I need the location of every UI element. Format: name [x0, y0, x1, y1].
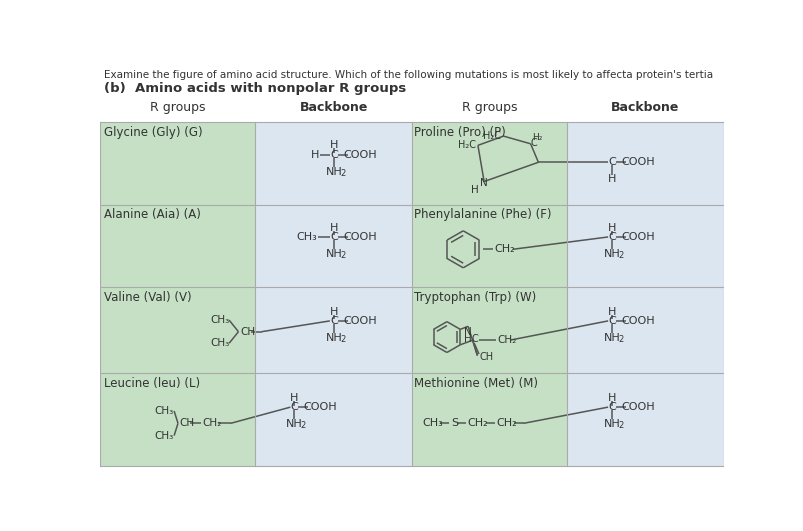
- Text: NH: NH: [603, 419, 620, 429]
- Text: H₂C: H₂C: [483, 131, 500, 141]
- Text: H: H: [329, 307, 337, 316]
- Text: COOH: COOH: [621, 316, 654, 326]
- Text: H: H: [607, 222, 615, 233]
- Text: Examine the figure of amino acid structure. Which of the following mutations is : Examine the figure of amino acid structu…: [104, 70, 711, 80]
- Text: C: C: [329, 150, 337, 160]
- Bar: [566, 122, 723, 204]
- Bar: [255, 204, 412, 287]
- Bar: [412, 122, 566, 204]
- Text: COOH: COOH: [621, 232, 654, 242]
- Text: 2: 2: [340, 251, 344, 260]
- Bar: [255, 287, 412, 373]
- Text: (b)  Amino acids with nonpolar R groups: (b) Amino acids with nonpolar R groups: [104, 82, 406, 95]
- Text: CH₂: CH₂: [467, 418, 488, 429]
- Text: COOH: COOH: [621, 157, 654, 167]
- Bar: [100, 122, 255, 204]
- Text: CH: CH: [240, 327, 255, 337]
- Text: Backbone: Backbone: [610, 101, 679, 114]
- Text: Leucine (leu) (L): Leucine (leu) (L): [104, 377, 199, 390]
- Text: H₂C: H₂C: [457, 140, 475, 150]
- Text: Alanine (Aia) (A): Alanine (Aia) (A): [104, 209, 200, 221]
- Bar: [100, 287, 255, 373]
- Text: CH₂: CH₂: [497, 335, 516, 345]
- Text: N: N: [463, 327, 471, 337]
- Bar: [412, 373, 566, 466]
- Bar: [566, 204, 723, 287]
- Text: COOH: COOH: [343, 316, 377, 326]
- Text: Methionine (Met) (M): Methionine (Met) (M): [414, 377, 538, 390]
- Text: R groups: R groups: [461, 101, 516, 114]
- Text: H: H: [311, 150, 319, 160]
- Text: Tryptophan (Trp) (W): Tryptophan (Trp) (W): [414, 291, 536, 304]
- Text: C: C: [607, 316, 615, 326]
- Text: CH: CH: [179, 418, 194, 429]
- Text: CH₃: CH₃: [155, 431, 174, 441]
- Text: H: H: [471, 185, 478, 195]
- Bar: [412, 287, 566, 373]
- Bar: [255, 373, 412, 466]
- Text: NH: NH: [325, 167, 342, 176]
- Text: H: H: [463, 333, 471, 344]
- Text: S: S: [450, 418, 458, 429]
- Text: CH₂: CH₂: [494, 244, 514, 254]
- Text: CH₂: CH₂: [202, 418, 222, 429]
- Bar: [566, 287, 723, 373]
- Text: Backbone: Backbone: [300, 101, 368, 114]
- Text: C: C: [607, 232, 615, 242]
- Text: Phenylalanine (Phe) (F): Phenylalanine (Phe) (F): [414, 209, 551, 221]
- Bar: [566, 373, 723, 466]
- Text: H₂: H₂: [532, 133, 542, 142]
- Text: CH₃: CH₃: [210, 315, 229, 325]
- Text: C: C: [530, 138, 536, 148]
- Text: CH₃: CH₃: [296, 232, 316, 242]
- Text: H: H: [607, 393, 615, 403]
- Text: COOH: COOH: [304, 402, 337, 412]
- Text: CH₃: CH₃: [155, 406, 174, 416]
- Text: CH: CH: [479, 352, 493, 362]
- Text: NH: NH: [603, 333, 620, 343]
- Text: 2: 2: [340, 168, 344, 177]
- Text: 2: 2: [618, 335, 622, 344]
- Text: 2: 2: [300, 421, 305, 430]
- Text: CH₃: CH₃: [210, 338, 229, 348]
- Bar: [100, 373, 255, 466]
- Text: NH: NH: [325, 249, 342, 259]
- Text: CH₃: CH₃: [422, 418, 442, 429]
- Text: R groups: R groups: [150, 101, 206, 114]
- Text: NH: NH: [286, 419, 302, 429]
- Text: NH: NH: [325, 333, 342, 343]
- Text: 2: 2: [618, 251, 622, 260]
- Text: 2: 2: [340, 335, 344, 344]
- Text: 2: 2: [618, 421, 622, 430]
- Text: H: H: [329, 140, 337, 150]
- Text: COOH: COOH: [621, 402, 654, 412]
- Text: C: C: [607, 402, 615, 412]
- Bar: [100, 204, 255, 287]
- Text: C: C: [329, 232, 337, 242]
- Bar: [255, 122, 412, 204]
- Text: H: H: [290, 393, 298, 403]
- Text: C: C: [290, 402, 298, 412]
- Text: H: H: [607, 174, 615, 184]
- Text: NH: NH: [603, 249, 620, 259]
- Text: C: C: [607, 157, 615, 167]
- Text: C: C: [471, 333, 478, 344]
- Text: H: H: [607, 307, 615, 316]
- Text: Proline (Pro) (P): Proline (Pro) (P): [414, 126, 506, 139]
- Text: Glycine (Gly) (G): Glycine (Gly) (G): [104, 126, 202, 139]
- Bar: [412, 204, 566, 287]
- Text: COOH: COOH: [343, 232, 377, 242]
- Text: C: C: [329, 316, 337, 326]
- Text: Valine (Val) (V): Valine (Val) (V): [104, 291, 191, 304]
- Text: H: H: [329, 222, 337, 233]
- Text: COOH: COOH: [343, 150, 377, 160]
- Text: N: N: [479, 178, 487, 188]
- Text: CH₂: CH₂: [496, 418, 516, 429]
